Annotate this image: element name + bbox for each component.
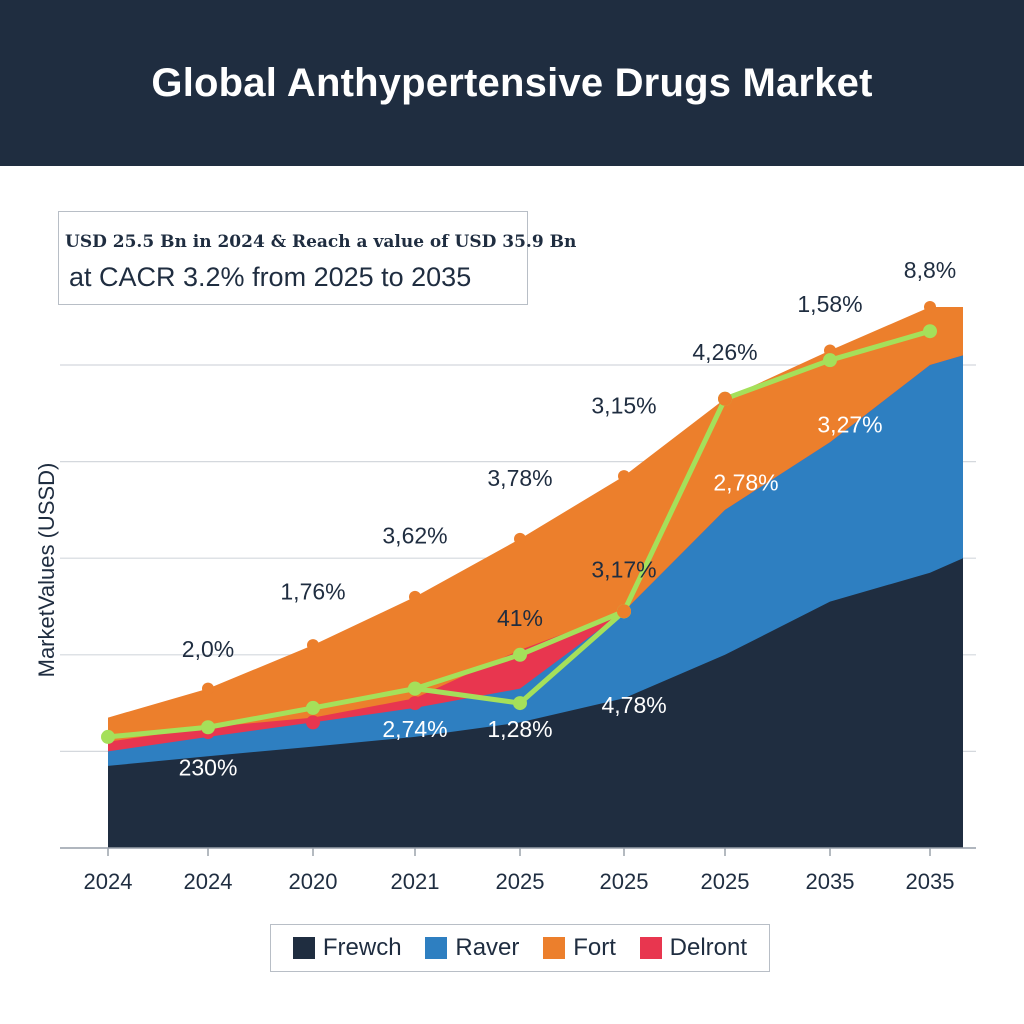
area-layer — [108, 307, 963, 848]
market-summary-box: USD 25.5 Bn in 2024 & Reach a value of U… — [58, 211, 576, 305]
green-point — [306, 700, 320, 715]
fort-point — [409, 590, 421, 603]
fort-point — [514, 532, 526, 545]
market-summary-line2: at CACR 3.2% from 2025 to 2035 — [69, 262, 472, 292]
legend-label-raver: Raver — [455, 934, 520, 961]
y-axis-label: MarketValues (USSD) — [34, 463, 59, 678]
green-point — [101, 729, 115, 744]
data-label: 3,17% — [591, 557, 656, 583]
legend-swatch-delront — [639, 937, 662, 959]
chart-title: Global Anthypertensive Drugs Market — [151, 60, 873, 105]
data-label: 3,27% — [817, 412, 882, 438]
x-tick-label: 2024 — [84, 869, 133, 894]
legend-label-frewch: Frewch — [322, 934, 402, 961]
fort-point — [924, 301, 936, 314]
data-label: 2,78% — [713, 470, 778, 496]
delront-point — [306, 715, 320, 730]
market-summary-line1: USD 25.5 Bn in 2024 & Reach a value of U… — [65, 232, 577, 252]
x-tick-label: 2035 — [806, 869, 855, 894]
area-frewch — [108, 558, 963, 848]
legend-item-raver: Raver — [425, 934, 519, 962]
fort-node — [718, 391, 732, 406]
legend-item-frewch: Frewch — [292, 934, 402, 962]
header-banner: Global Anthypertensive Drugs Market — [0, 0, 1024, 166]
data-label: 3,78% — [487, 465, 552, 491]
data-label: 8,8% — [904, 257, 956, 283]
fort-point — [618, 470, 630, 483]
legend-label-delront: Delront — [669, 934, 748, 961]
fort-node — [617, 604, 631, 619]
data-label: 4,26% — [692, 339, 757, 365]
legend-swatch-raver — [425, 937, 448, 959]
delront-point — [408, 696, 422, 711]
axis-layer: 2024 2024 2020 2021 2025 2025 2025 2035 2035 — [60, 847, 976, 894]
green-point — [923, 324, 937, 339]
data-label: 2,0% — [182, 636, 234, 662]
green-point — [513, 696, 527, 711]
legend-swatch-fort — [543, 937, 566, 959]
legend-label-fort: Fort — [573, 934, 616, 961]
legend: Frewch Raver Fort Delront — [270, 924, 770, 972]
data-label: 230% — [179, 755, 238, 781]
x-tick-label: 2021 — [391, 869, 440, 894]
x-tick-label: 2035 — [906, 869, 955, 894]
fort-point — [824, 344, 836, 357]
data-label: 41% — [497, 605, 543, 631]
green-point — [823, 353, 837, 368]
label-layer: 2,0% 1,76% 3,62% 3,78% 3,15% 4,26% 1,58% 8,8% 3,… — [179, 257, 957, 780]
green-point — [408, 681, 422, 696]
data-label: 4,78% — [601, 692, 666, 718]
legend-item-delront: Delront — [639, 934, 748, 962]
green-point — [513, 647, 527, 662]
data-label: 3,15% — [591, 392, 656, 418]
marker-layer — [101, 301, 937, 744]
fort-point — [202, 682, 214, 695]
x-tick-label: 2025 — [600, 869, 649, 894]
x-tick-label: 2025 — [701, 869, 750, 894]
fort-point — [307, 639, 319, 652]
data-label: 3,62% — [382, 523, 447, 549]
legend-swatch-frewch — [292, 937, 315, 959]
green-point — [201, 720, 215, 735]
data-label: 1,58% — [797, 291, 862, 317]
x-tick-label: 2020 — [289, 869, 338, 894]
data-label: 2,74% — [382, 716, 447, 742]
x-tick-label: 2024 — [184, 869, 233, 894]
data-label: 1,76% — [280, 578, 345, 604]
legend-item-fort: Fort — [543, 934, 616, 962]
data-label: 1,28% — [487, 716, 552, 742]
x-tick-label: 2025 — [496, 869, 545, 894]
